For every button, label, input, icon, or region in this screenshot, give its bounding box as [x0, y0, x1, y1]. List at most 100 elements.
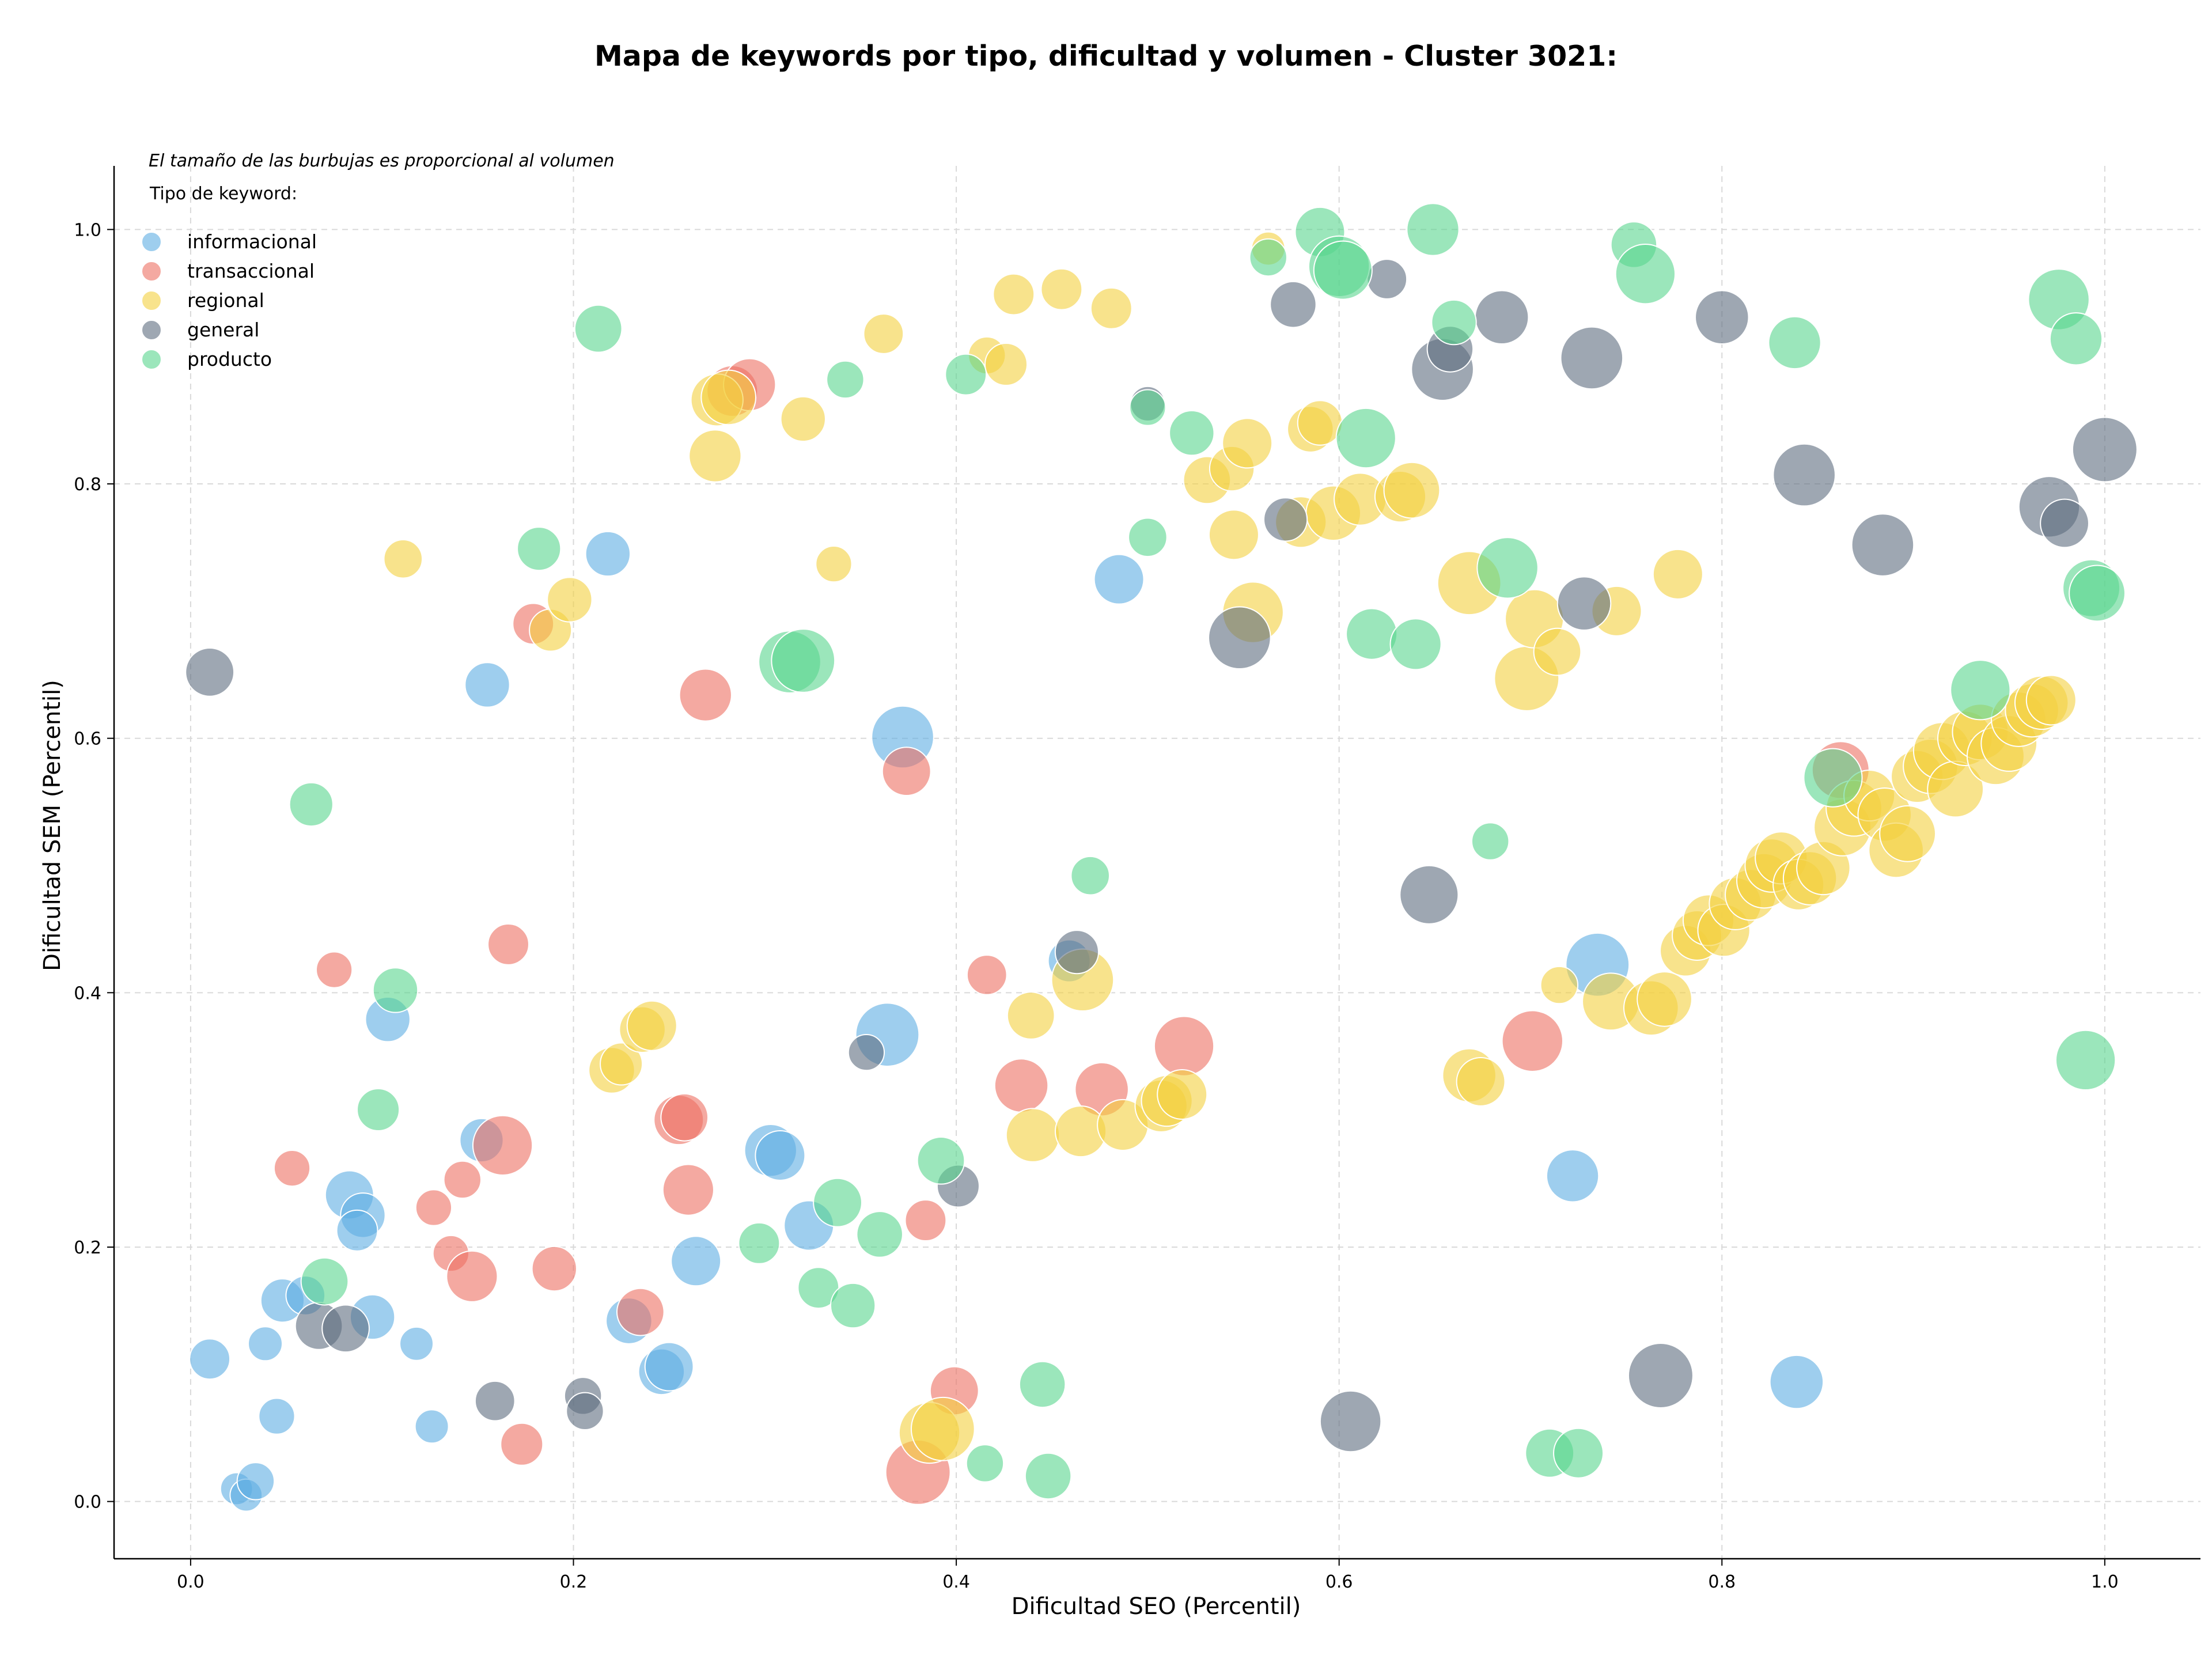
- data-point: [1335, 407, 1396, 469]
- data-point: [2025, 675, 2077, 726]
- data-point: [2049, 312, 2103, 366]
- data-point: [185, 647, 235, 697]
- data-point: [1471, 822, 1510, 861]
- data-point: [357, 1088, 400, 1132]
- data-point: [1456, 1056, 1506, 1107]
- data-point: [531, 1245, 577, 1292]
- data-point: [547, 577, 593, 623]
- data-point: [399, 1326, 434, 1361]
- data-point: [1263, 497, 1308, 542]
- data-point: [1093, 554, 1145, 605]
- data-point: [1501, 1010, 1564, 1072]
- data-point: [916, 1136, 965, 1185]
- data-point: [881, 747, 931, 797]
- data-point: [1346, 608, 1398, 660]
- data-point: [1399, 865, 1459, 925]
- data-point: [600, 1042, 643, 1086]
- data-point: [500, 1422, 544, 1466]
- legend-label: transaccional: [187, 260, 315, 282]
- data-point: [1129, 389, 1166, 426]
- size-annotation: El tamaño de las burbujas es proporciona…: [149, 151, 615, 171]
- y-tick-label: 0.2: [74, 1238, 101, 1258]
- data-point: [474, 1380, 516, 1422]
- data-point: [1695, 290, 1749, 345]
- legend-label: general: [187, 319, 259, 341]
- data-point: [1169, 410, 1215, 456]
- data-point: [966, 954, 1007, 995]
- data-point: [2069, 565, 2126, 622]
- data-point: [993, 273, 1035, 316]
- axes: 0.0 0.2 0.4 0.6 0.8 1.0 0.0 0.2 0.4 0.6 0.8 1.0: [74, 166, 2200, 1592]
- legend-marker: [141, 232, 162, 252]
- data-point: [644, 1342, 694, 1392]
- data-point: [517, 526, 562, 571]
- data-point: [1070, 855, 1110, 896]
- y-tick-label: 0.4: [74, 983, 101, 1003]
- data-point: [1879, 805, 1936, 862]
- data-point: [1383, 461, 1441, 519]
- legend-marker: [141, 320, 162, 340]
- data-point: [258, 1397, 296, 1435]
- x-tick-label: 1.0: [2091, 1572, 2119, 1592]
- legend-label: informacional: [187, 230, 317, 253]
- data-point: [1270, 281, 1317, 328]
- legend-marker: [141, 261, 162, 282]
- data-point: [1627, 1343, 1694, 1408]
- data-point: [1533, 627, 1582, 676]
- series-regional: [383, 231, 2077, 1464]
- data-point: [472, 1115, 533, 1176]
- y-tick-label: 0.6: [74, 729, 101, 749]
- data-point: [1474, 290, 1529, 345]
- data-point: [662, 1164, 714, 1216]
- data-point: [1005, 1108, 1060, 1162]
- data-point: [1637, 971, 1692, 1027]
- data-point: [1652, 548, 1703, 600]
- data-point: [1208, 606, 1271, 670]
- data-point: [1006, 991, 1055, 1040]
- data-point: [1024, 1452, 1072, 1500]
- data-point: [910, 1396, 975, 1461]
- x-axis-label: Dificultad SEO (Percentil): [1012, 1593, 1301, 1620]
- data-point: [904, 1199, 947, 1242]
- data-point: [847, 1034, 885, 1071]
- data-point: [1540, 965, 1579, 1005]
- data-point: [863, 313, 904, 354]
- data-point: [994, 1058, 1049, 1113]
- data-point: [383, 539, 423, 579]
- data-point: [830, 1282, 876, 1329]
- data-point: [1040, 268, 1083, 310]
- data-point: [1560, 326, 1624, 390]
- data-point: [316, 951, 353, 988]
- data-point: [1851, 513, 1915, 577]
- series-informacional: [189, 531, 1824, 1512]
- data-point: [1313, 240, 1373, 300]
- data-point: [372, 967, 419, 1013]
- y-tick-label: 0.8: [74, 475, 101, 495]
- data-point: [2040, 498, 2089, 548]
- data-point: [1222, 418, 1273, 469]
- data-point: [1556, 576, 1612, 631]
- legend-label: producto: [187, 348, 272, 370]
- data-point: [1018, 1361, 1066, 1408]
- legend-marker: [141, 290, 162, 311]
- data-point: [248, 1326, 283, 1362]
- data-point: [945, 353, 987, 396]
- data-point: [336, 1209, 378, 1252]
- data-point: [1803, 748, 1863, 808]
- data-point: [1431, 299, 1477, 346]
- data-point: [826, 360, 865, 399]
- legend-title: Tipo de keyword:: [149, 184, 297, 204]
- data-point: [616, 1287, 665, 1336]
- legend-marker: [141, 349, 162, 370]
- data-point: [738, 1222, 781, 1264]
- data-point: [1297, 400, 1343, 446]
- data-point: [1553, 1427, 1604, 1479]
- data-point: [487, 923, 529, 965]
- data-points: [185, 203, 2138, 1512]
- data-point: [321, 1304, 370, 1353]
- data-point: [1546, 1149, 1600, 1203]
- y-tick-label: 0.0: [74, 1492, 101, 1513]
- data-point: [856, 1211, 903, 1258]
- data-point: [585, 531, 631, 577]
